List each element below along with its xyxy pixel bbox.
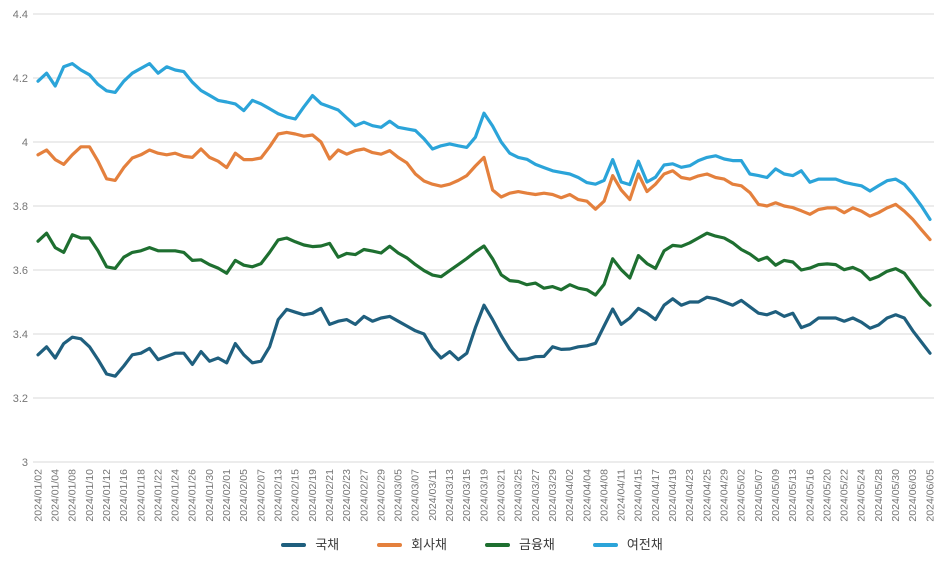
x-axis-label: 2024/05/30 [890, 469, 902, 522]
x-axis-label: 2024/06/03 [907, 469, 919, 522]
x-axis-label: 2024/02/21 [324, 469, 336, 522]
y-axis-label: 4.2 [13, 73, 28, 85]
y-axis-label: 4 [22, 137, 28, 149]
x-axis-label: 2024/01/16 [118, 469, 130, 522]
x-axis-label: 2024/04/17 [650, 469, 662, 522]
x-axis-label: 2024/05/28 [873, 469, 885, 522]
y-axis-label: 3.2 [13, 393, 28, 405]
legend-label-specialty-finance-bond: 여전채 [626, 537, 663, 552]
x-axis-label: 2024/03/13 [444, 469, 456, 522]
x-axis-label: 2024/03/25 [513, 469, 525, 522]
x-axis-label: 2024/02/23 [341, 469, 353, 522]
series-line-0 [36, 295, 932, 378]
legend-item-corporate-bond[interactable]: 회사채 [377, 538, 447, 551]
x-axis-label: 2024/04/23 [684, 469, 696, 522]
x-axis-label: 2024/02/01 [221, 469, 233, 522]
x-axis-label: 2024/04/08 [598, 469, 610, 522]
x-axis-label: 2024/04/25 [701, 469, 713, 522]
x-axis-label: 2024/04/04 [581, 469, 593, 522]
x-axis-label: 2024/01/10 [84, 469, 96, 522]
x-axis-label: 2024/02/29 [375, 469, 387, 522]
x-axis-label: 2024/06/05 [924, 469, 936, 522]
y-axis-label: 4.4 [13, 9, 28, 21]
chart-legend: 국채 회사채 금융채 여전채 [0, 538, 944, 551]
x-axis-label: 2024/03/29 [547, 469, 559, 522]
legend-label-treasury-bond: 국채 [315, 537, 340, 552]
x-axis-label: 2024/03/21 [496, 469, 508, 522]
x-axis-label: 2024/03/05 [393, 469, 405, 522]
specialty-finance-bond-line-swatch-icon [592, 542, 618, 547]
x-axis-label: 2024/03/07 [410, 469, 422, 522]
x-axis-label: 2024/01/30 [204, 469, 216, 522]
x-axis-label: 2024/04/02 [564, 469, 576, 522]
x-axis-label: 2024/04/29 [719, 469, 731, 522]
y-axis-label: 3.6 [13, 265, 28, 277]
x-axis-label: 2024/02/05 [238, 469, 250, 522]
x-axis-label: 2024/02/13 [273, 469, 285, 522]
series-line-3 [36, 61, 932, 221]
x-axis-label: 2024/02/19 [307, 469, 319, 522]
x-axis-label: 2024/02/07 [255, 469, 267, 522]
series-line-2 [36, 231, 932, 307]
x-axis-label: 2024/05/07 [753, 469, 765, 522]
x-axis-label: 2024/01/08 [67, 469, 79, 522]
x-axis-label: 2024/02/15 [290, 469, 302, 522]
x-axis-label: 2024/03/11 [427, 469, 439, 521]
x-axis-label: 2024/01/24 [170, 469, 182, 522]
x-axis-label: 2024/02/27 [358, 469, 370, 522]
x-axis-label: 2024/04/19 [667, 469, 679, 522]
legend-label-corporate-bond: 회사채 [411, 537, 448, 552]
x-axis-label: 2024/04/15 [633, 469, 645, 522]
x-axis-label: 2024/03/15 [461, 469, 473, 522]
x-axis-label: 2024/01/18 [135, 469, 147, 522]
x-axis-label: 2024/05/09 [770, 469, 782, 522]
x-axis-label: 2024/03/19 [478, 469, 490, 522]
x-axis-label: 2024/05/20 [821, 469, 833, 522]
x-axis-label: 2024/01/02 [32, 469, 44, 522]
treasury-bond-line-swatch-icon [281, 542, 307, 547]
x-axis-label: 2024/05/02 [736, 469, 748, 522]
x-axis-label: 2024/05/24 [856, 469, 868, 522]
x-axis-label: 2024/05/16 [804, 469, 816, 522]
y-axis-label: 3.8 [13, 201, 28, 213]
financial-bond-line-swatch-icon [485, 542, 511, 547]
x-axis-label: 2024/01/26 [187, 469, 199, 522]
corporate-bond-line-swatch-icon [377, 542, 403, 547]
x-axis-label: 2024/05/22 [839, 469, 851, 522]
y-axis-label: 3 [22, 457, 28, 469]
x-axis-label: 2024/01/12 [101, 469, 113, 522]
x-axis-label: 2024/01/22 [152, 469, 164, 522]
x-axis-label: 2024/05/13 [787, 469, 799, 522]
legend-item-financial-bond[interactable]: 금융채 [485, 538, 555, 551]
x-axis-label: 2024/03/27 [530, 469, 542, 522]
legend-item-specialty-finance-bond[interactable]: 여전채 [592, 537, 663, 552]
series-line-1 [36, 130, 932, 242]
x-axis-label: 2024/04/11 [616, 469, 628, 521]
x-axis-label: 2024/01/04 [50, 469, 62, 522]
y-axis-label: 3.4 [13, 329, 28, 341]
legend-label-financial-bond: 금융채 [519, 537, 555, 552]
legend-item-treasury-bond[interactable]: 국채 [281, 538, 339, 551]
